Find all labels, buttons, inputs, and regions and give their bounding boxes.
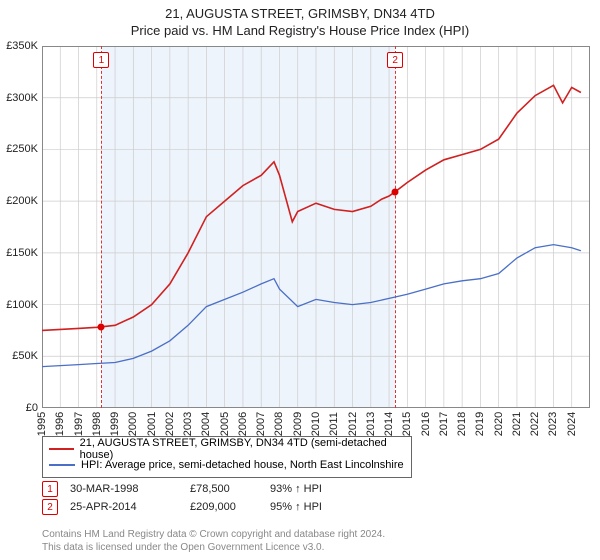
x-axis-label: 2022 — [529, 412, 541, 436]
sale-pct: 93% ↑ HPI — [270, 483, 370, 495]
sales-table: 1 30-MAR-1998 £78,500 93% ↑ HPI2 25-APR-… — [42, 480, 370, 516]
sale-row: 2 25-APR-2014 £209,000 95% ↑ HPI — [42, 498, 370, 516]
x-axis-label: 2007 — [255, 412, 267, 436]
x-axis-label: 2002 — [164, 412, 176, 436]
y-axis-label: £250K — [0, 143, 38, 155]
x-axis-label: 2012 — [347, 412, 359, 436]
x-axis-label: 1999 — [109, 412, 121, 436]
y-axis-label: £200K — [0, 195, 38, 207]
legend-label-property: 21, AUGUSTA STREET, GRIMSBY, DN34 4TD (s… — [80, 437, 405, 461]
x-axis-label: 2001 — [146, 412, 158, 436]
x-axis-label: 2006 — [237, 412, 249, 436]
legend-swatch-property — [49, 448, 74, 450]
sale-date: 25-APR-2014 — [70, 501, 190, 513]
x-axis-label: 2014 — [383, 412, 395, 436]
footer-attribution: Contains HM Land Registry data © Crown c… — [42, 528, 385, 554]
sale-row: 1 30-MAR-1998 £78,500 93% ↑ HPI — [42, 480, 370, 498]
sale-badge: 1 — [42, 481, 58, 497]
x-axis-label: 2005 — [219, 412, 231, 436]
sale-marker-dot — [98, 323, 105, 330]
footer-line1: Contains HM Land Registry data © Crown c… — [42, 528, 385, 541]
x-axis-label: 2023 — [547, 412, 559, 436]
x-axis-label: 1995 — [36, 412, 48, 436]
x-axis-label: 2020 — [493, 412, 505, 436]
y-axis-label: £350K — [0, 40, 38, 52]
x-axis-label: 2016 — [420, 412, 432, 436]
x-axis-label: 2004 — [200, 412, 212, 436]
x-axis-label: 2011 — [328, 412, 340, 436]
x-axis-label: 2009 — [292, 412, 304, 436]
legend-label-hpi: HPI: Average price, semi-detached house,… — [81, 459, 404, 471]
y-axis-label: £300K — [0, 92, 38, 104]
y-axis-label: £50K — [0, 350, 38, 362]
x-axis-label: 2018 — [456, 412, 468, 436]
sale-marker-badge: 1 — [93, 52, 109, 68]
sale-pct: 95% ↑ HPI — [270, 501, 370, 513]
x-axis-label: 2013 — [365, 412, 377, 436]
legend-swatch-hpi — [49, 464, 75, 466]
sale-badge: 2 — [42, 499, 58, 515]
chart-title-line2: Price paid vs. HM Land Registry's House … — [0, 21, 600, 38]
sale-marker-badge: 2 — [387, 52, 403, 68]
x-axis-label: 2003 — [182, 412, 194, 436]
footer-line2: This data is licensed under the Open Gov… — [42, 541, 385, 554]
y-axis-label: £100K — [0, 299, 38, 311]
legend: 21, AUGUSTA STREET, GRIMSBY, DN34 4TD (s… — [42, 436, 412, 478]
y-axis-label: £150K — [0, 247, 38, 259]
chart-container: 21, AUGUSTA STREET, GRIMSBY, DN34 4TD Pr… — [0, 0, 600, 560]
legend-item-property: 21, AUGUSTA STREET, GRIMSBY, DN34 4TD (s… — [49, 441, 405, 457]
x-axis-label: 1996 — [54, 412, 66, 436]
x-axis-label: 2017 — [438, 412, 450, 436]
x-axis-label: 2010 — [310, 412, 322, 436]
y-axis-label: £0 — [0, 402, 38, 414]
sale-price: £78,500 — [190, 483, 270, 495]
x-axis-label: 1997 — [73, 412, 85, 436]
x-axis-label: 2008 — [273, 412, 285, 436]
sale-marker-dot — [392, 188, 399, 195]
sale-date: 30-MAR-1998 — [70, 483, 190, 495]
x-axis-label: 1998 — [91, 412, 103, 436]
sale-price: £209,000 — [190, 501, 270, 513]
plot-series — [42, 46, 590, 408]
legend-item-hpi: HPI: Average price, semi-detached house,… — [49, 457, 405, 473]
x-axis-label: 2021 — [511, 412, 523, 436]
x-axis-label: 2024 — [566, 412, 578, 436]
x-axis-label: 2000 — [127, 412, 139, 436]
chart-title-line1: 21, AUGUSTA STREET, GRIMSBY, DN34 4TD — [0, 0, 600, 21]
x-axis-label: 2019 — [474, 412, 486, 436]
x-axis-label: 2015 — [401, 412, 413, 436]
plot-area: £0£50K£100K£150K£200K£250K£300K£350K1995… — [42, 46, 590, 408]
